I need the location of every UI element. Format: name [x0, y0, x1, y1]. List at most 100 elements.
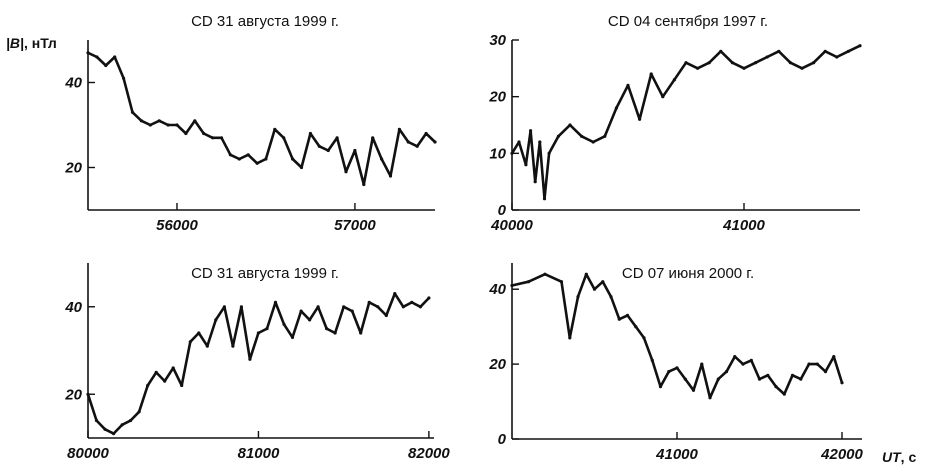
data-point	[290, 335, 295, 339]
y-axis-label: |B|, нТл	[6, 35, 57, 51]
data-point	[559, 280, 564, 284]
data-point	[146, 383, 150, 388]
data-point	[683, 377, 687, 381]
data-point	[326, 148, 330, 153]
data-point	[393, 292, 397, 296]
data-point	[86, 51, 90, 55]
data-point	[782, 392, 786, 396]
data-point	[273, 300, 278, 304]
data-point	[591, 140, 595, 144]
data-point	[658, 385, 663, 389]
data-point	[777, 49, 781, 53]
data-point	[716, 377, 720, 381]
data-point	[239, 305, 243, 309]
data-point	[350, 309, 354, 313]
data-point	[846, 49, 851, 53]
data-point	[433, 140, 437, 144]
data-point	[774, 385, 778, 389]
data-point	[700, 362, 704, 366]
data-point	[823, 49, 827, 53]
data-point	[691, 388, 696, 392]
data-point	[237, 157, 241, 161]
chart-title: CD 31 августа 1999 г.	[191, 265, 339, 282]
data-point	[325, 327, 329, 331]
panel-p1: CD 31 августа 1999 г. 20 40 56000 57000	[64, 13, 437, 234]
data-point	[94, 418, 99, 423]
data-point	[264, 157, 268, 161]
data-point	[282, 136, 286, 140]
data-point	[684, 61, 688, 65]
y-tick-label: 40	[64, 75, 82, 92]
data-point	[171, 366, 175, 370]
data-point	[524, 163, 528, 167]
data-point	[86, 392, 90, 396]
data-point	[614, 106, 619, 110]
data-point	[129, 418, 133, 423]
data-point	[397, 127, 401, 131]
data-point	[214, 318, 218, 322]
data-point	[265, 327, 269, 331]
data-point	[661, 95, 665, 99]
y-tick-label: 20	[64, 386, 82, 403]
data-point	[529, 129, 533, 133]
data-point	[120, 423, 124, 427]
data-point	[228, 153, 232, 157]
series-line-p4	[511, 272, 844, 400]
data-point	[291, 157, 295, 161]
data-point	[130, 110, 135, 114]
x-tick-label: 57000	[334, 217, 376, 234]
data-point	[122, 76, 126, 80]
data-point	[380, 157, 384, 161]
x-tick-label: 41000	[655, 446, 698, 463]
data-point	[202, 131, 206, 136]
data-point	[184, 131, 188, 136]
data-point	[219, 136, 224, 140]
data-point	[625, 313, 630, 317]
data-point	[765, 55, 769, 59]
data-point	[415, 144, 419, 148]
data-point	[547, 151, 551, 155]
y-tick-label: 10	[489, 145, 506, 162]
data-point	[139, 119, 143, 123]
data-point	[113, 55, 117, 59]
x-axis-label-unit: с	[908, 449, 916, 465]
data-point	[188, 340, 192, 344]
y-tick-label: 40	[64, 299, 82, 316]
data-point	[835, 55, 839, 59]
data-point	[316, 305, 320, 309]
data-point	[609, 295, 613, 299]
y-axis-label-symbol: |B|	[6, 35, 24, 51]
data-point	[858, 44, 862, 48]
y-tick-label: 20	[64, 160, 82, 177]
data-point	[757, 377, 762, 381]
data-point	[359, 331, 363, 335]
data-point	[308, 131, 312, 136]
data-point	[362, 182, 366, 187]
data-point	[617, 317, 621, 321]
data-point	[642, 336, 646, 340]
data-point	[376, 305, 380, 309]
chart-title: CD 07 июня 2000 г.	[622, 265, 754, 282]
data-point	[708, 396, 712, 400]
data-point	[137, 410, 141, 414]
data-point	[638, 117, 642, 121]
data-point	[626, 83, 630, 87]
data-point	[231, 344, 235, 348]
data-point	[815, 362, 819, 366]
data-point	[333, 331, 337, 335]
data-point	[371, 136, 375, 140]
data-point	[148, 123, 152, 127]
data-point	[649, 72, 653, 76]
data-point	[580, 134, 584, 138]
y-tick-label: 20	[488, 89, 506, 106]
data-point	[584, 272, 588, 276]
data-point	[211, 136, 215, 140]
data-point	[248, 357, 252, 361]
data-point	[538, 140, 542, 144]
data-point	[741, 362, 745, 366]
data-point	[410, 300, 414, 304]
x-tick-label: 41000	[722, 217, 765, 234]
data-point	[724, 370, 729, 374]
x-axis-label: UT, с	[882, 449, 916, 465]
